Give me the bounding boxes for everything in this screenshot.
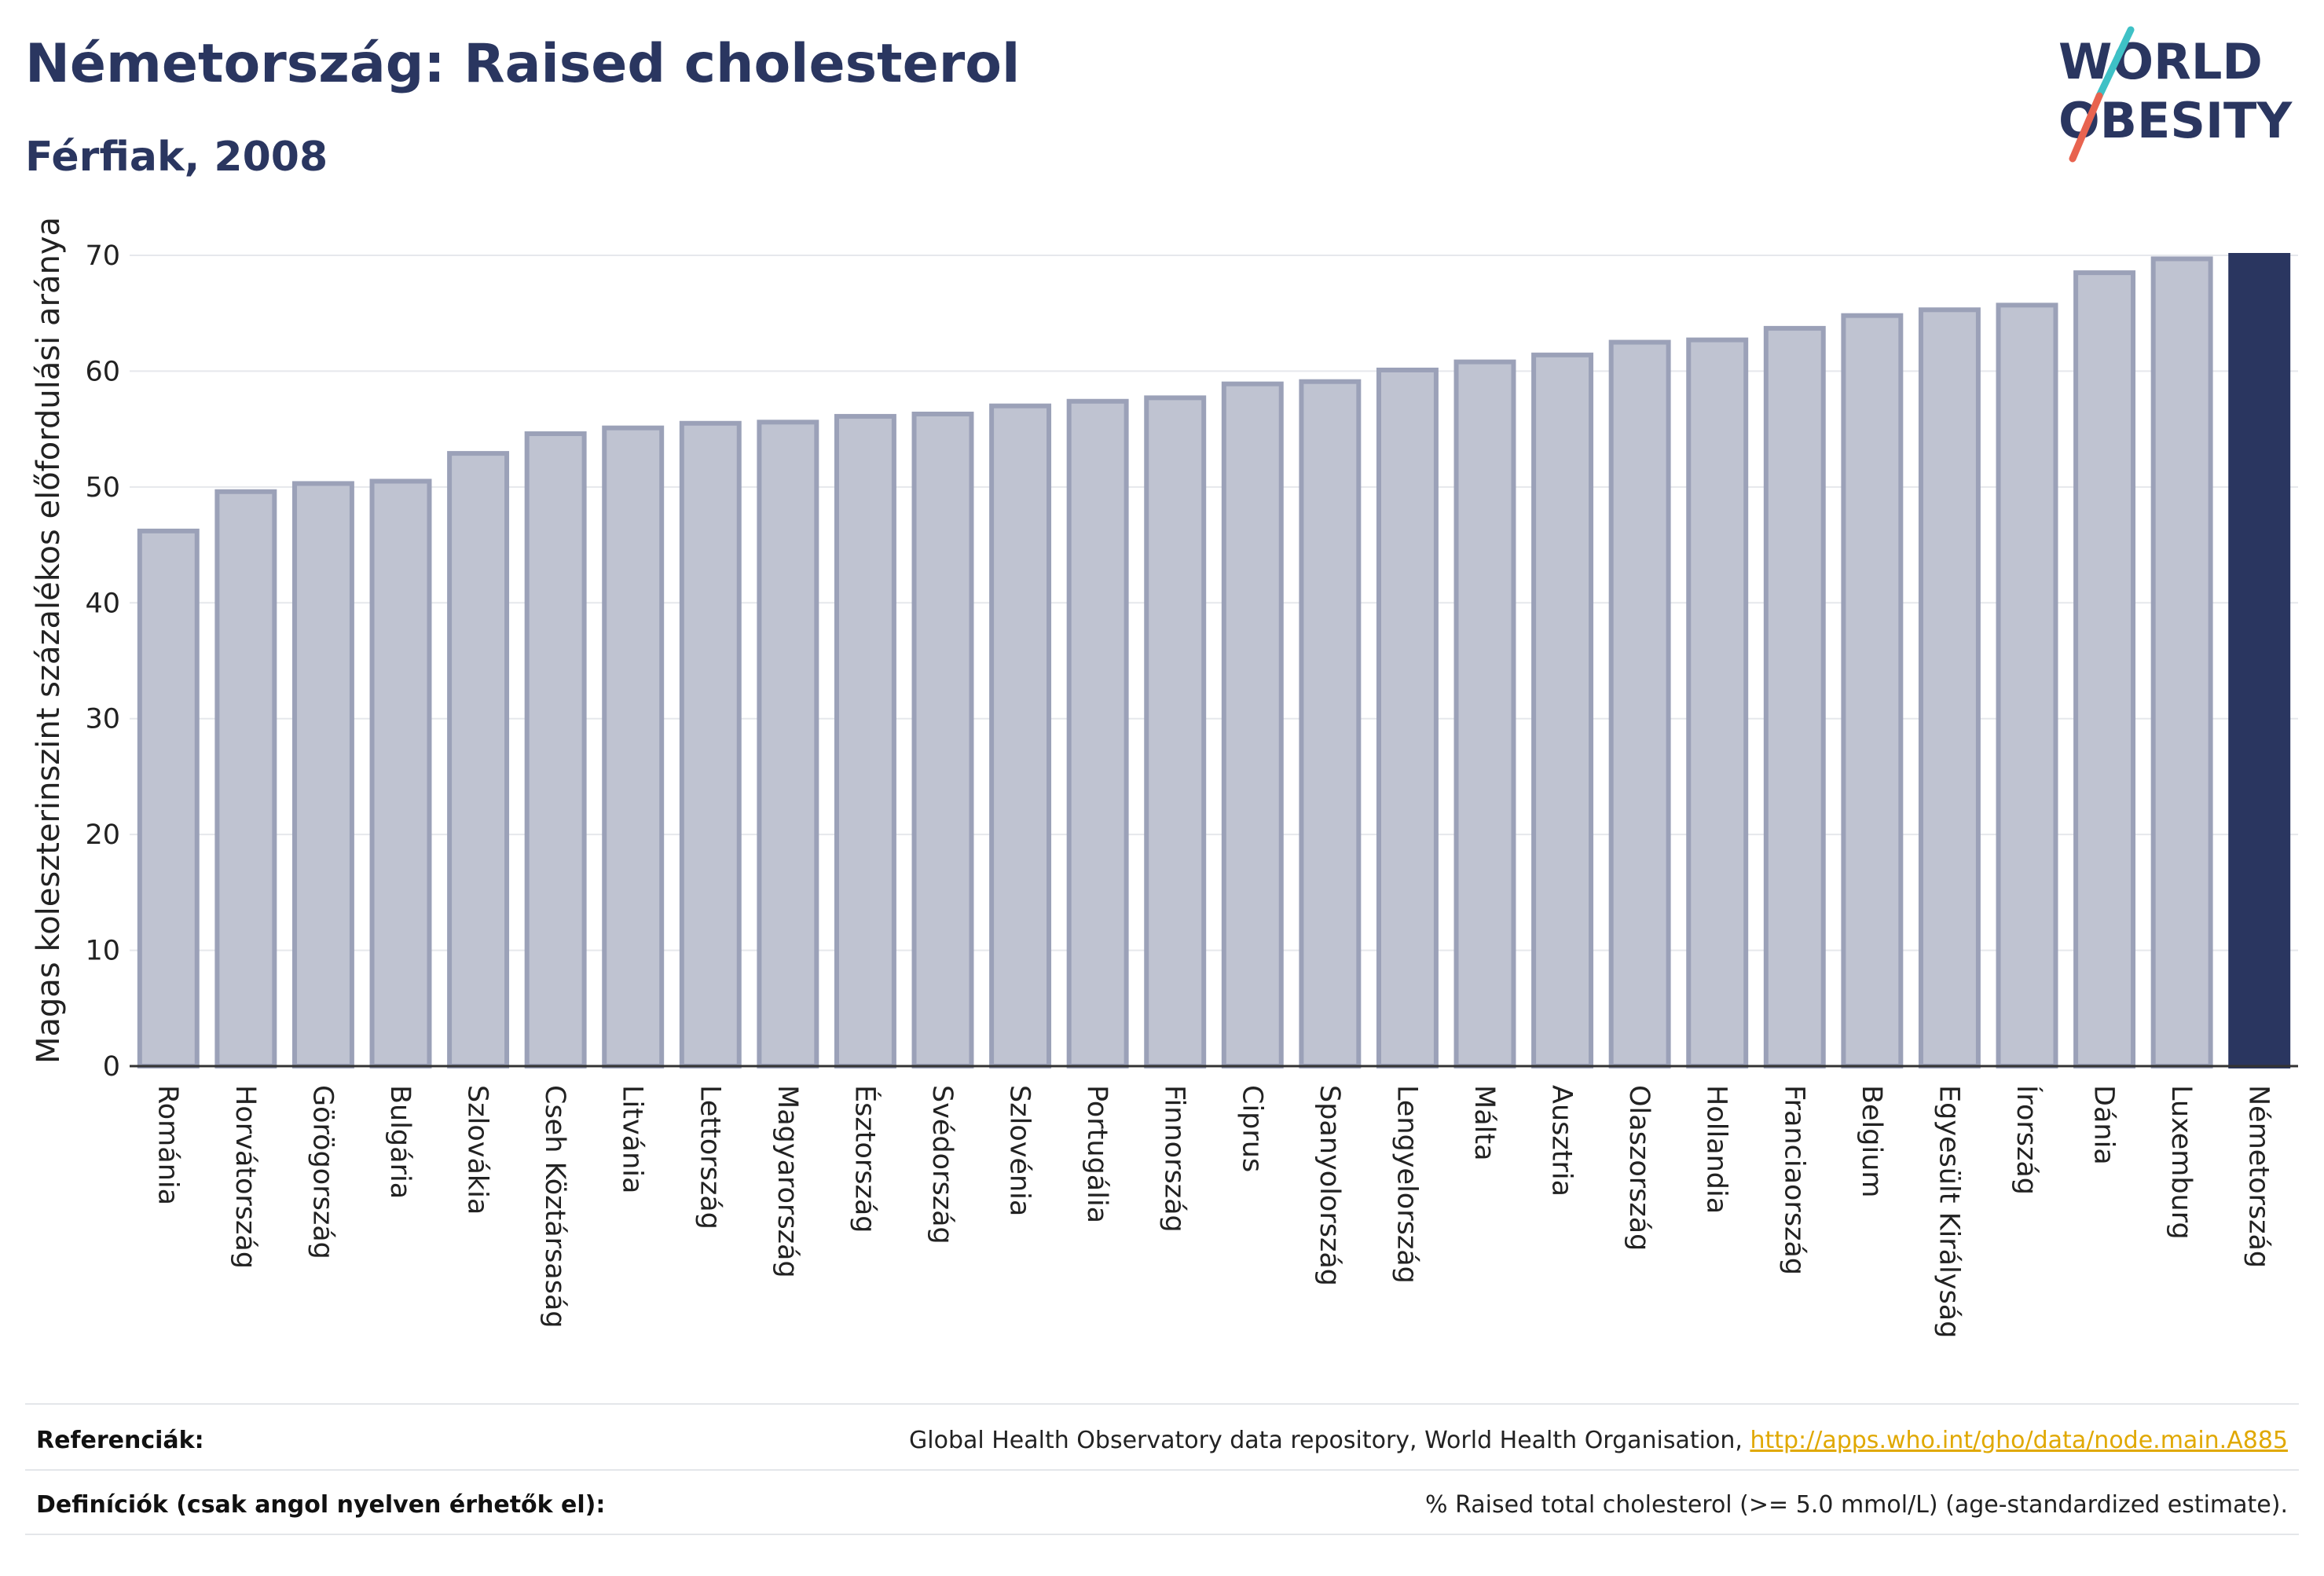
x-tick-label: Svédország [926, 1085, 958, 1244]
x-tick-label: Románia [152, 1085, 183, 1205]
bar-Görögország [291, 481, 354, 1068]
footer-divider-top [25, 1403, 2299, 1405]
definitions-text: % Raised total cholesterol (>= 5.0 mmol/… [1425, 1490, 2288, 1519]
bar-Dánia [2073, 270, 2136, 1069]
bar-Horvátország [214, 489, 277, 1068]
logo-slash-red [2069, 92, 2103, 163]
bar-Ciprus [1221, 381, 1284, 1069]
bar-Ausztria [1531, 352, 1594, 1068]
references-link[interactable]: http://apps.who.int/gho/data/node.main.A… [1750, 1426, 2288, 1454]
y-tick-label: 40 [85, 588, 120, 619]
bar-Spanyolország [1299, 379, 1362, 1068]
bar-Magyarország [757, 420, 819, 1068]
bar-Svédország [911, 411, 974, 1068]
bar-Bulgária [369, 478, 432, 1068]
x-tick-label: Cseh Köztársaság [539, 1085, 570, 1329]
x-tick-label: Lengyelország [1391, 1085, 1422, 1284]
definitions-label: Definíciók (csak angol nyelven érhetők e… [36, 1490, 606, 1519]
x-tick-label: Málta [1468, 1085, 1500, 1161]
references-text: Global Health Observatory data repositor… [909, 1426, 1750, 1454]
references-value: Global Health Observatory data repositor… [909, 1427, 2299, 1454]
bar-Cseh Köztársaság [524, 431, 587, 1068]
logo-slash-teal [2095, 26, 2135, 100]
y-axis-label: Magas koleszterinszint százalékos előfor… [31, 217, 67, 1064]
chart-title: Németország: Raised cholesterol [25, 33, 1021, 95]
x-tick-label: Szlovénia [1004, 1085, 1036, 1216]
bar-Hollandia [1686, 337, 1749, 1068]
references-label: Referenciák: [36, 1426, 204, 1454]
x-tick-label: Ausztria [1546, 1085, 1578, 1197]
bar-Lengyelország [1376, 367, 1439, 1068]
x-tick-label: Németország [2243, 1085, 2275, 1268]
x-tick-label: Ciprus [1236, 1085, 1267, 1172]
bar-Litvánia [602, 425, 665, 1068]
bar-Málta [1453, 359, 1516, 1068]
footer-divider-bottom [25, 1534, 2299, 1535]
footer-definitions-row: Definíciók (csak angol nyelven érhetők e… [25, 1472, 2299, 1537]
x-tick-labels: Románia Horvátország Görögország Bulgária Sz… [152, 1085, 2274, 1338]
x-tick-label: Spanyolország [1314, 1085, 1345, 1286]
y-tick-label: 50 [85, 472, 120, 504]
x-tick-label: Szlovákia [462, 1085, 493, 1215]
bar-Belgium [1841, 313, 1904, 1069]
y-tick-label: 0 [103, 1051, 120, 1083]
bar-Lettország [679, 420, 742, 1068]
y-tick-label: 70 [85, 240, 120, 272]
logo-text-line1: WORLD [2058, 33, 2263, 90]
x-tick-label: Írország [2011, 1085, 2044, 1195]
bar-Olaszország [1608, 339, 1671, 1069]
bar-Finnország [1144, 395, 1207, 1068]
bar-Írország [1996, 302, 2058, 1068]
y-tick-label: 60 [85, 356, 120, 387]
x-tick-label: Luxemburg [2165, 1085, 2197, 1240]
footer-divider-middle [25, 1469, 2299, 1471]
world-obesity-logo: WORLD OBESITY [2058, 26, 2293, 163]
y-tick-label: 20 [85, 819, 120, 851]
bar-Észtország [834, 413, 896, 1068]
x-tick-label: Bulgária [384, 1085, 416, 1199]
bar-Franciaország [1763, 325, 1826, 1068]
bar-Románia [137, 528, 200, 1068]
x-tick-label: Görögország [306, 1085, 338, 1259]
y-tick-label: 30 [85, 704, 120, 735]
bar-Németország [2228, 253, 2291, 1068]
x-tick-label: Hollandia [1701, 1085, 1732, 1214]
bar-Luxemburg [2150, 256, 2213, 1068]
x-tick-label: Olaszország [1623, 1085, 1655, 1251]
x-tick-label: Horvátország [229, 1085, 261, 1269]
bar-Egyesült Királyság [1918, 307, 1981, 1068]
bar-Szlovákia [447, 451, 510, 1068]
y-tick-labels: 0 10 20 30 40 50 60 70 [85, 240, 120, 1083]
x-tick-label: Belgium [1856, 1085, 1887, 1198]
chart-subtitle: Férfiak, 2008 [25, 134, 328, 181]
x-tick-label: Egyesült Királyság [1933, 1085, 1964, 1338]
bars [137, 253, 2291, 1069]
x-tick-label: Észtország [849, 1085, 882, 1233]
x-tick-label: Magyarország [772, 1085, 803, 1278]
y-tick-label: 10 [85, 936, 120, 967]
bar-chart: 0 10 20 30 40 50 60 70 Románia Horvátország Görög… [31, 217, 2298, 1338]
x-tick-label: Dánia [2088, 1085, 2120, 1165]
footer-references-row: Referenciák: Global Health Observatory d… [25, 1408, 2299, 1472]
x-tick-label: Litvánia [617, 1085, 648, 1193]
bar-Szlovénia [989, 403, 1052, 1068]
x-tick-label: Finnország [1159, 1085, 1190, 1233]
x-tick-label: Lettország [694, 1085, 725, 1230]
x-tick-label: Portugália [1081, 1085, 1113, 1223]
x-tick-label: Franciaország [1778, 1085, 1809, 1275]
bar-Portugália [1066, 398, 1129, 1068]
